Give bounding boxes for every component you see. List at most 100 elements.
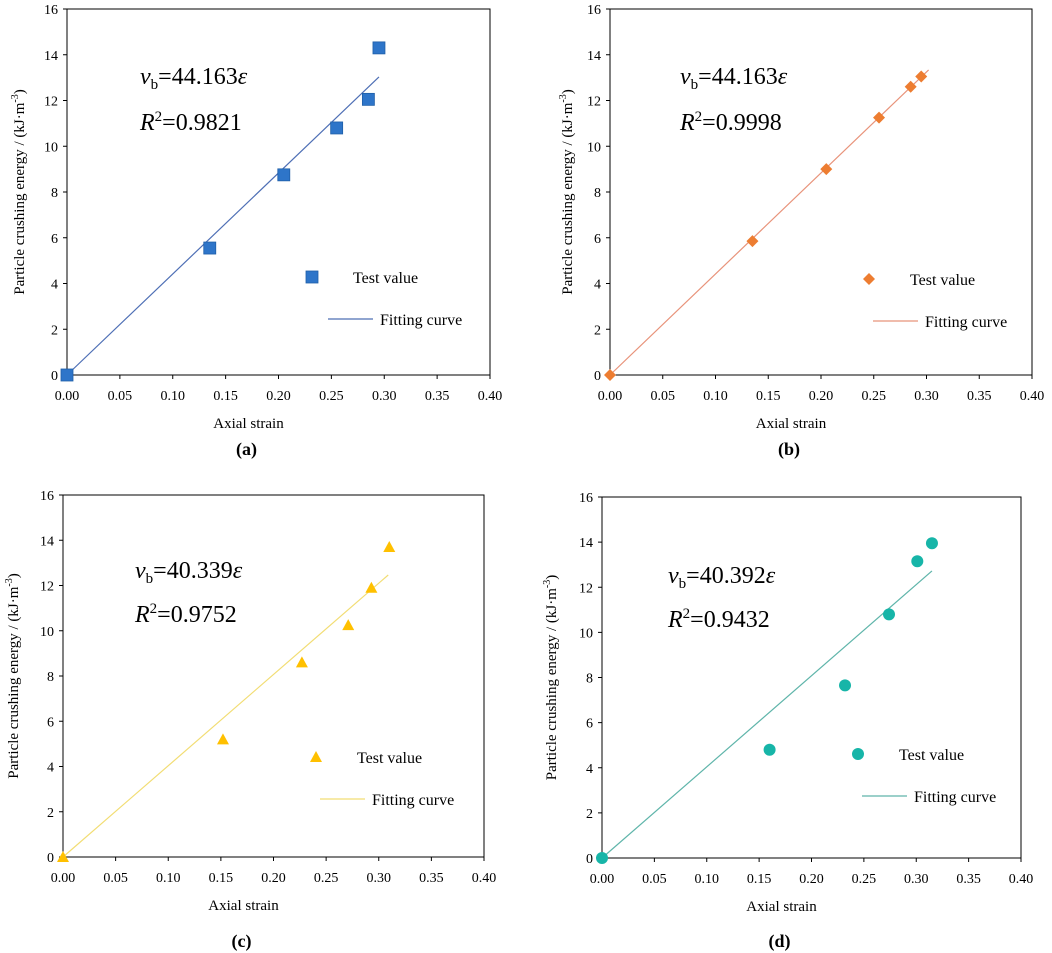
y-tick-label: 12 — [40, 580, 54, 595]
x-tick-label: 0.20 — [809, 389, 834, 404]
panel-caption: (a) — [236, 439, 257, 460]
x-tick-label: 0.35 — [425, 389, 450, 404]
chart-panel-b: 0.00 0.05 0.10 0.15 0.20 0.25 0.30 0.35 0.40 0 2 4 6… — [558, 3, 1044, 460]
x-tick-label: 0.05 — [651, 389, 676, 404]
y-tick-label: 6 — [586, 717, 593, 732]
panel-caption: (c) — [232, 931, 252, 952]
data-point — [883, 608, 896, 621]
y-tick-label: 8 — [586, 672, 593, 687]
data-point — [372, 41, 386, 55]
legend-label-fitting-curve: Fitting curve — [925, 314, 1007, 331]
y-tick-label: 10 — [587, 140, 601, 155]
x-tick-label: 0.00 — [55, 389, 80, 404]
x-tick-label: 0.25 — [862, 389, 887, 404]
r-squared: R2=0.9821 — [139, 109, 242, 136]
y-tick-label: 0 — [47, 851, 54, 866]
x-axis-label: Axial strain — [213, 416, 284, 432]
legend: Test value Fitting curve — [305, 270, 462, 329]
x-tick-label: 0.40 — [1020, 389, 1045, 404]
legend-marker — [863, 273, 875, 285]
y-tick-label: 10 — [40, 625, 54, 640]
fitting-curve-line — [66, 76, 380, 376]
data-point — [57, 851, 69, 862]
x-tick-label: 0.05 — [103, 871, 128, 886]
fit-equation: vb=40.392ε — [668, 563, 776, 592]
x-tick-label: 0.10 — [156, 871, 181, 886]
x-tick-label: 0.30 — [904, 872, 929, 887]
y-tick-label: 8 — [594, 186, 601, 201]
x-axis-label: Axial strain — [746, 899, 817, 915]
y-tick-label: 0 — [586, 852, 593, 867]
y-axis-label: Particle crushing energy / (kJ·m-3) — [558, 89, 576, 295]
data-point — [60, 368, 74, 382]
y-tick-label: 4 — [594, 278, 601, 293]
data-point — [820, 163, 833, 176]
y-tick-label: 14 — [579, 536, 593, 551]
x-tick-label: 0.20 — [266, 389, 291, 404]
data-point — [911, 555, 924, 568]
data-point — [277, 168, 291, 182]
panel-caption: (d) — [769, 931, 791, 952]
chart-panel-a: 0.00 0.05 0.10 0.15 0.20 0.25 0.30 0.35 0.40 0 2 4 6… — [10, 3, 502, 460]
x-tick-label: 0.30 — [367, 871, 392, 886]
y-tick-label: 14 — [44, 49, 58, 64]
x-tick-label: 0.30 — [914, 389, 939, 404]
fit-equation: vb=44.163ε — [140, 64, 248, 93]
y-tick-label: 8 — [47, 670, 54, 685]
y-tick-label: 14 — [587, 49, 601, 64]
data-point — [383, 541, 396, 553]
y-tick-label: 2 — [47, 806, 54, 821]
legend-label-test-value: Test value — [910, 272, 975, 289]
panel-caption: (b) — [778, 439, 800, 460]
legend-label-test-value: Test value — [357, 750, 422, 767]
x-tick-label: 0.05 — [108, 389, 133, 404]
data-point — [873, 111, 886, 124]
x-tick-label: 0.35 — [419, 871, 444, 886]
r-squared: R2=0.9998 — [679, 109, 782, 136]
x-tick-label: 0.15 — [747, 872, 772, 887]
x-tick-label: 0.10 — [695, 872, 720, 887]
y-tick-label: 14 — [40, 534, 54, 549]
x-tick-label: 0.05 — [642, 872, 667, 887]
y-tick-label: 12 — [587, 95, 601, 110]
legend: Test value Fitting curve — [852, 747, 996, 806]
legend-label-fitting-curve: Fitting curve — [380, 312, 462, 329]
y-tick-label: 16 — [579, 491, 593, 506]
x-tick-label: 0.35 — [956, 872, 981, 887]
x-tick-label: 0.40 — [472, 871, 497, 886]
fit-equation: vb=44.163ε — [680, 64, 788, 93]
y-tick-label: 4 — [586, 762, 593, 777]
y-tick-label: 0 — [51, 369, 58, 384]
x-tick-label: 0.25 — [314, 871, 339, 886]
y-tick-label: 16 — [587, 3, 601, 18]
x-tick-label: 0.00 — [51, 871, 76, 886]
fitting-curve-line — [601, 570, 933, 859]
y-tick-label: 2 — [586, 807, 593, 822]
y-tick-label: 2 — [594, 323, 601, 338]
legend: Test value Fitting curve — [310, 750, 454, 809]
y-tick-label: 2 — [51, 323, 58, 338]
data-point — [216, 733, 229, 745]
y-tick-label: 10 — [44, 140, 58, 155]
y-tick-label: 8 — [51, 186, 58, 201]
y-axis-label: Particle crushing energy / (kJ·m-3) — [4, 573, 22, 779]
fit-equation: vb=40.339ε — [135, 558, 243, 587]
x-tick-label: 0.00 — [590, 872, 615, 887]
y-tick-label: 16 — [40, 489, 54, 504]
y-tick-label: 6 — [47, 715, 54, 730]
y-tick-label: 10 — [579, 626, 593, 641]
legend-label-test-value: Test value — [353, 270, 418, 287]
x-tick-label: 0.20 — [261, 871, 286, 886]
x-tick-label: 0.10 — [703, 389, 728, 404]
legend-marker — [310, 751, 322, 762]
x-tick-label: 0.15 — [756, 389, 781, 404]
chart-panel-d: 0.00 0.05 0.10 0.15 0.20 0.25 0.30 0.35 0.40 0 2 4 6… — [542, 491, 1033, 952]
data-point — [904, 80, 917, 93]
data-point — [361, 92, 375, 106]
data-point — [763, 743, 776, 756]
x-tick-label: 0.25 — [319, 389, 344, 404]
chart-panel-c: 0.00 0.05 0.10 0.15 0.20 0.25 0.30 0.35 0.40 0 2 4 6… — [4, 489, 496, 952]
y-tick-label: 6 — [51, 232, 58, 247]
data-point — [604, 369, 616, 381]
